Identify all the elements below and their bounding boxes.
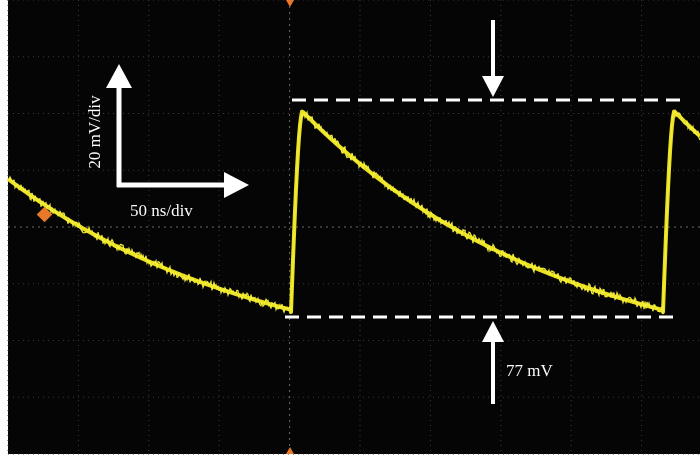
horizontal-scale-label: 50 ns/div <box>130 201 193 220</box>
scope-screen: 77 mV 20 mV/div 50 ns/div <box>0 0 700 457</box>
amplitude-label: 77 mV <box>506 361 553 380</box>
vertical-scale-label: 20 mV/div <box>85 95 104 169</box>
page: {"annotations": {"vertical_scale": "20 m… <box>0 0 700 457</box>
